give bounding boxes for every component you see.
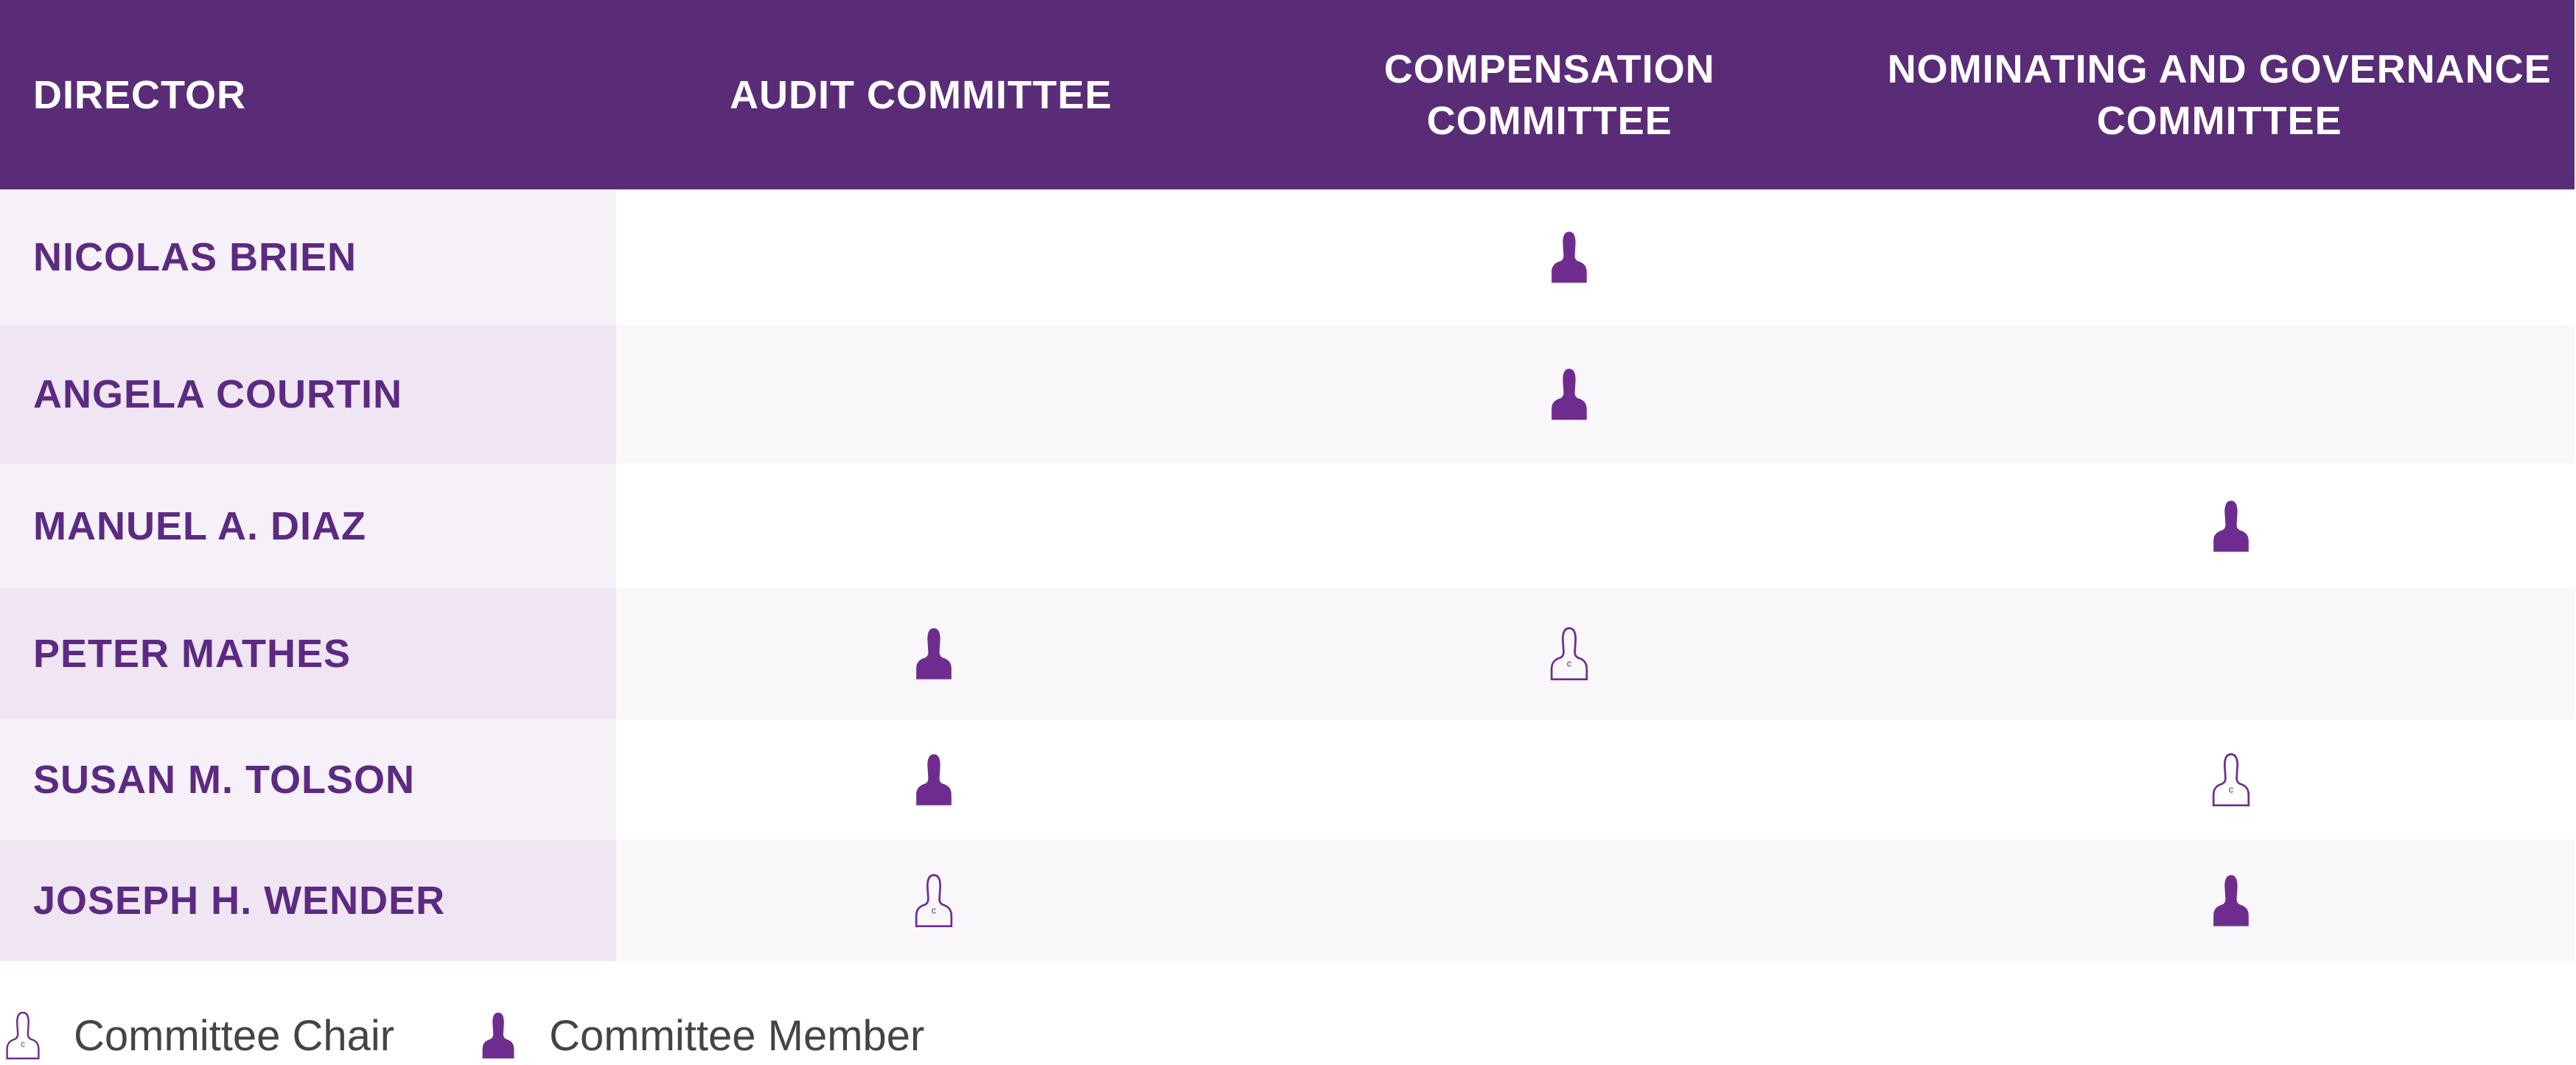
audit-cell bbox=[616, 189, 1252, 325]
compensation-cell bbox=[1252, 189, 1887, 325]
committee-chair-icon: c bbox=[2206, 751, 2256, 809]
nominating-cell bbox=[1887, 588, 2575, 719]
committee-member-icon bbox=[475, 1010, 521, 1061]
committee-member-icon bbox=[2206, 497, 2256, 555]
header-director: DIRECTOR bbox=[33, 72, 247, 117]
director-name: PETER MATHES bbox=[0, 588, 616, 719]
table-row: MANUEL A. DIAZ bbox=[0, 464, 2575, 588]
committee-member-icon bbox=[1544, 366, 1594, 423]
audit-cell: c bbox=[616, 839, 1252, 961]
table-row: PETER MATHES c bbox=[0, 588, 2575, 719]
table-row: ANGELA COURTIN bbox=[0, 325, 2575, 464]
svg-text:c: c bbox=[2228, 783, 2233, 795]
legend: c Committee Chair Committee Member bbox=[0, 1010, 1005, 1061]
audit-cell bbox=[616, 325, 1252, 464]
table-row: SUSAN M. TOLSON c bbox=[0, 719, 2575, 839]
svg-text:c: c bbox=[932, 904, 937, 915]
committee-chair-icon: c bbox=[1544, 625, 1594, 682]
committee-chair-icon: c bbox=[909, 872, 959, 929]
nominating-cell bbox=[1887, 839, 2575, 961]
header-audit: AUDIT COMMITTEE bbox=[729, 72, 1112, 117]
compensation-cell: c bbox=[1252, 588, 1887, 719]
nominating-cell bbox=[1887, 325, 2575, 464]
nominating-cell bbox=[1887, 464, 2575, 588]
nominating-cell: c bbox=[1887, 719, 2575, 839]
header-nominating: NOMINATING AND GOVERNANCE COMMITTEE bbox=[1887, 46, 2552, 143]
legend-member-label: Committee Member bbox=[549, 1011, 925, 1060]
compensation-cell bbox=[1252, 839, 1887, 961]
director-name: MANUEL A. DIAZ bbox=[0, 464, 616, 588]
audit-cell bbox=[616, 719, 1252, 839]
compensation-cell bbox=[1252, 325, 1887, 464]
audit-cell bbox=[616, 464, 1252, 588]
legend-member: Committee Member bbox=[475, 1010, 924, 1061]
committee-chair-icon: c bbox=[0, 1010, 46, 1061]
compensation-cell bbox=[1252, 719, 1887, 839]
audit-cell bbox=[616, 588, 1252, 719]
director-name: JOSEPH H. WENDER bbox=[0, 839, 616, 961]
committee-member-icon bbox=[1544, 228, 1594, 286]
legend-chair: c Committee Chair bbox=[0, 1010, 394, 1061]
svg-text:c: c bbox=[1567, 657, 1572, 668]
committee-member-icon bbox=[909, 625, 959, 682]
committee-member-icon bbox=[2206, 872, 2256, 929]
committee-member-icon bbox=[909, 751, 959, 809]
table-row: NICOLAS BRIEN bbox=[0, 189, 2575, 325]
committee-table: DIRECTOR AUDIT COMMITTEE COMPENSATION CO… bbox=[0, 0, 2575, 961]
nominating-cell bbox=[1887, 189, 2575, 325]
table-row: JOSEPH H. WENDER c bbox=[0, 839, 2575, 961]
legend-chair-label: Committee Chair bbox=[74, 1011, 395, 1060]
table-header: DIRECTOR AUDIT COMMITTEE COMPENSATION CO… bbox=[0, 0, 2575, 189]
director-name: ANGELA COURTIN bbox=[0, 325, 616, 464]
director-name: SUSAN M. TOLSON bbox=[0, 719, 616, 839]
compensation-cell bbox=[1252, 464, 1887, 588]
header-compensation: COMPENSATION COMMITTEE bbox=[1383, 46, 1715, 143]
director-name: NICOLAS BRIEN bbox=[0, 189, 616, 325]
svg-text:c: c bbox=[21, 1040, 25, 1050]
